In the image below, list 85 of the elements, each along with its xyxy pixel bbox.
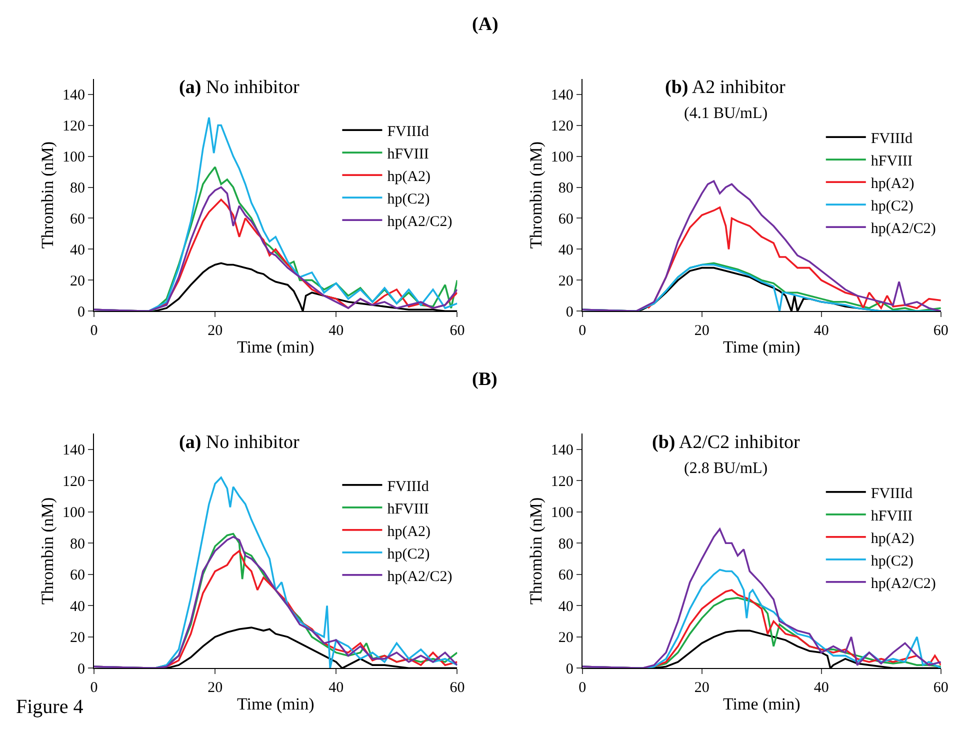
legend-label: FVIIId bbox=[387, 478, 430, 495]
x-tick-label: 20 bbox=[694, 680, 710, 696]
y-tick-label: 120 bbox=[550, 118, 574, 135]
y-tick-label: 80 bbox=[558, 180, 574, 196]
y-tick-label: 60 bbox=[70, 211, 85, 228]
y-tick-label: 40 bbox=[558, 242, 574, 258]
y-tick-label: 20 bbox=[558, 273, 574, 290]
y-tick-label: 40 bbox=[558, 598, 574, 615]
chart-title: (b) A2 inhibitor bbox=[665, 77, 786, 98]
x-axis-title: Time (min) bbox=[236, 338, 314, 357]
legend-label: hFVIII bbox=[870, 153, 913, 170]
legend-label: hp(A2/C2) bbox=[870, 576, 936, 592]
chart-title: (b) A2/C2 inhibitor bbox=[652, 432, 800, 453]
legend-label: FVIIId bbox=[870, 486, 914, 502]
chart-title: (a) No inhibitor bbox=[179, 77, 300, 98]
y-tick-label: 60 bbox=[558, 211, 574, 228]
legend-label: hFVIII bbox=[387, 146, 429, 162]
x-tick-label: 60 bbox=[450, 323, 465, 340]
caption: Figure 4 bbox=[16, 696, 84, 718]
y-tick-label: 120 bbox=[62, 474, 85, 490]
legend-label: hp(A2) bbox=[870, 176, 914, 192]
y-tick-label: 20 bbox=[558, 630, 574, 646]
x-axis-title: Time (min) bbox=[722, 338, 800, 357]
y-tick-label: 0 bbox=[77, 304, 85, 320]
y-tick-label: 100 bbox=[62, 150, 85, 166]
legend-label: hFVIII bbox=[387, 501, 429, 518]
y-tick-label: 140 bbox=[550, 88, 574, 104]
chart-title: (a) No inhibitor bbox=[179, 432, 300, 453]
text: (4.1 BU/mL) bbox=[684, 105, 768, 122]
x-tick-label: 40 bbox=[328, 323, 344, 340]
legend-label: hp(C2) bbox=[387, 191, 430, 208]
legend-label: hp(A2/C2) bbox=[387, 568, 452, 585]
x-tick-label: 40 bbox=[328, 680, 344, 696]
y-tick-label: 40 bbox=[70, 242, 85, 258]
text: (B) bbox=[472, 369, 498, 390]
y-tick-label: 80 bbox=[70, 180, 85, 196]
text: (A) bbox=[472, 14, 498, 35]
y-tick-label: 20 bbox=[70, 630, 85, 646]
y-axis-title: Thrombin (nM) bbox=[38, 141, 58, 249]
y-tick-label: 100 bbox=[550, 505, 574, 522]
x-tick-label: 20 bbox=[208, 323, 223, 340]
legend-label: FVIIId bbox=[387, 124, 430, 140]
y-tick-label: 0 bbox=[77, 661, 85, 678]
text: (2.8 BU/mL) bbox=[684, 460, 768, 477]
x-tick-label: 60 bbox=[933, 323, 948, 340]
legend-label: hp(A2/C2) bbox=[387, 214, 452, 230]
y-tick-label: 100 bbox=[550, 150, 574, 166]
x-axis-title: Time (min) bbox=[236, 694, 314, 714]
y-tick-label: 140 bbox=[550, 442, 574, 459]
legend-label: hFVIII bbox=[870, 508, 913, 524]
x-tick-label: 0 bbox=[578, 323, 586, 340]
y-axis-title: Thrombin (nM) bbox=[38, 497, 58, 605]
y-tick-label: 0 bbox=[566, 661, 574, 678]
y-tick-label: 120 bbox=[550, 474, 574, 490]
legend-label: FVIIId bbox=[870, 130, 914, 147]
legend-label: hp(A2/C2) bbox=[870, 220, 936, 237]
y-tick-label: 100 bbox=[62, 505, 85, 522]
y-axis-title: Thrombin (nM) bbox=[526, 141, 546, 249]
x-tick-label: 40 bbox=[814, 680, 829, 696]
y-tick-label: 80 bbox=[558, 536, 574, 552]
y-tick-label: 60 bbox=[70, 568, 85, 584]
x-tick-label: 60 bbox=[450, 680, 465, 696]
y-tick-label: 140 bbox=[62, 442, 85, 459]
legend-label: hp(C2) bbox=[387, 546, 430, 562]
x-tick-label: 40 bbox=[814, 323, 829, 340]
x-tick-label: 0 bbox=[578, 680, 586, 696]
legend-label: hp(A2) bbox=[870, 530, 914, 547]
legend-label: hp(A2) bbox=[387, 524, 431, 540]
x-tick-label: 20 bbox=[694, 323, 710, 340]
y-tick-label: 80 bbox=[70, 536, 85, 552]
x-tick-label: 60 bbox=[933, 680, 948, 696]
y-tick-label: 60 bbox=[558, 568, 574, 584]
legend-label: hp(C2) bbox=[870, 553, 914, 570]
y-tick-label: 20 bbox=[70, 273, 85, 290]
x-axis-title: Time (min) bbox=[722, 694, 800, 714]
legend-label: hp(C2) bbox=[870, 198, 914, 214]
y-tick-label: 120 bbox=[62, 118, 85, 135]
y-tick-label: 0 bbox=[566, 304, 574, 320]
y-axis-title: Thrombin (nM) bbox=[526, 497, 546, 605]
y-tick-label: 140 bbox=[62, 88, 85, 104]
x-tick-label: 0 bbox=[90, 680, 98, 696]
y-tick-label: 40 bbox=[70, 598, 85, 615]
x-tick-label: 20 bbox=[208, 680, 223, 696]
x-tick-label: 0 bbox=[90, 323, 98, 340]
legend-label: hp(A2) bbox=[387, 168, 431, 185]
